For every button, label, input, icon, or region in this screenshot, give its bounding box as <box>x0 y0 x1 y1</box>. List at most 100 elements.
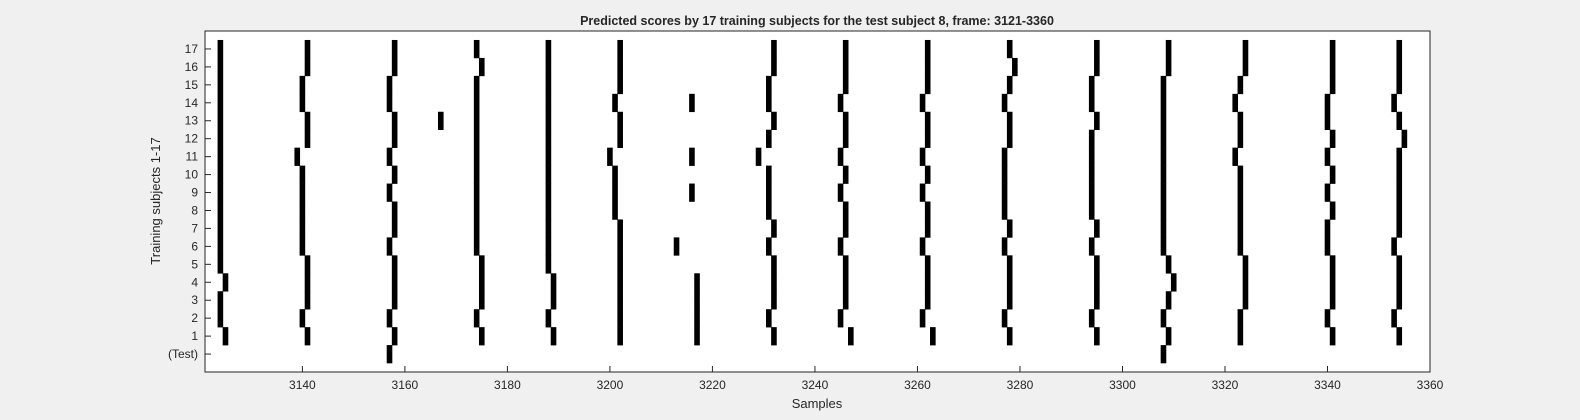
score-mark <box>842 291 849 310</box>
score-mark <box>617 129 623 148</box>
score-mark <box>1329 39 1336 59</box>
y-tick-label: 16 <box>185 60 199 74</box>
score-mark <box>391 273 398 292</box>
score-mark <box>771 291 777 310</box>
score-mark <box>1329 57 1336 77</box>
score-mark <box>473 219 480 238</box>
score-mark <box>771 255 777 274</box>
score-mark <box>299 201 306 220</box>
plot-area <box>205 31 1430 372</box>
score-mark <box>545 57 552 77</box>
score-mark <box>545 183 552 202</box>
score-mark <box>842 57 849 77</box>
score-mark <box>478 255 485 274</box>
score-mark <box>842 273 849 292</box>
score-mark <box>1237 183 1244 202</box>
score-mark <box>217 309 224 328</box>
score-mark <box>617 291 623 310</box>
score-mark <box>304 129 311 148</box>
score-mark <box>771 39 777 59</box>
score-mark <box>304 255 311 274</box>
score-mark <box>1242 291 1249 310</box>
score-mark <box>689 183 695 202</box>
score-mark <box>1396 39 1403 59</box>
score-mark <box>304 39 311 59</box>
score-mark <box>766 93 772 113</box>
score-mark <box>391 165 398 184</box>
score-mark <box>1391 93 1397 113</box>
score-mark <box>924 255 931 274</box>
score-mark <box>391 201 398 220</box>
score-mark <box>766 309 772 328</box>
score-mark <box>617 237 623 256</box>
score-mark <box>550 291 557 310</box>
y-tick-label: 6 <box>191 239 198 253</box>
x-tick-label: 3160 <box>392 378 419 392</box>
score-mark <box>1324 237 1331 256</box>
score-mark <box>299 219 306 238</box>
score-mark <box>1237 219 1244 238</box>
x-tick-label: 3260 <box>904 378 931 392</box>
score-mark <box>1006 111 1013 131</box>
x-tick-label: 3240 <box>802 378 829 392</box>
score-mark <box>1396 291 1403 310</box>
score-mark <box>294 147 301 166</box>
score-mark <box>842 39 849 59</box>
score-mark <box>1165 57 1172 77</box>
score-mark <box>437 111 444 131</box>
score-mark <box>1094 39 1100 59</box>
score-mark <box>217 219 224 238</box>
score-mark <box>217 147 224 166</box>
score-mark <box>1329 327 1336 346</box>
score-marks <box>217 39 1408 364</box>
score-mark <box>694 273 700 292</box>
score-mark <box>1396 327 1403 346</box>
score-mark <box>545 93 552 113</box>
score-mark <box>1006 219 1013 238</box>
score-mark <box>473 165 480 184</box>
score-mark <box>1237 75 1244 95</box>
score-mark <box>694 309 700 328</box>
score-mark <box>842 111 849 131</box>
score-mark <box>217 39 224 59</box>
score-mark <box>1242 255 1249 274</box>
score-mark <box>1006 75 1013 95</box>
score-mark <box>771 273 777 292</box>
score-mark <box>837 147 844 166</box>
score-mark <box>1237 327 1244 346</box>
score-mark <box>919 237 926 256</box>
score-mark <box>299 183 306 202</box>
score-mark <box>1001 309 1008 328</box>
score-mark <box>391 291 398 310</box>
score-mark <box>1242 39 1249 59</box>
score-mark <box>837 183 844 202</box>
score-mark <box>386 147 393 166</box>
score-mark <box>837 93 844 113</box>
score-mark <box>1160 345 1167 364</box>
score-mark <box>1396 273 1403 292</box>
y-tick-label: 3 <box>191 293 198 307</box>
score-mark <box>222 273 229 292</box>
score-mark <box>842 75 849 95</box>
x-tick-label: 3220 <box>699 378 726 392</box>
score-mark <box>1160 201 1167 220</box>
score-mark <box>1160 219 1167 238</box>
score-mark <box>478 57 485 77</box>
score-mark <box>1324 183 1331 202</box>
score-mark <box>1160 309 1167 328</box>
score-mark <box>924 291 931 310</box>
score-mark <box>1324 111 1331 131</box>
score-mark <box>766 183 772 202</box>
score-mark <box>1396 147 1403 166</box>
score-mark <box>217 183 224 202</box>
score-mark <box>924 39 931 59</box>
score-mark <box>1242 57 1249 77</box>
y-tick-label: 5 <box>191 257 198 271</box>
score-mark <box>545 75 552 95</box>
score-mark <box>617 57 623 77</box>
score-mark <box>924 57 931 77</box>
score-mark <box>391 57 398 77</box>
score-mark <box>299 165 306 184</box>
score-mark <box>612 165 618 184</box>
